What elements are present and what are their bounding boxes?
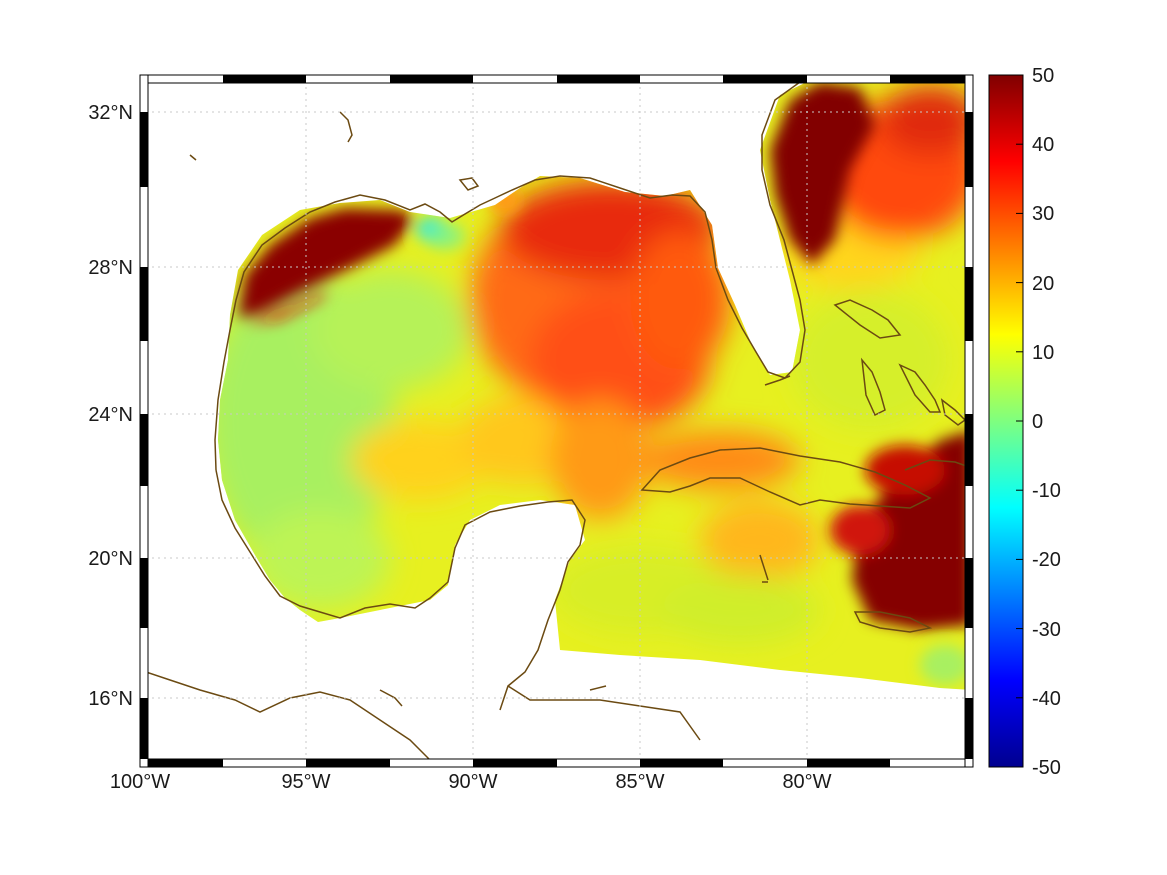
colorbar-tick-labels: 50 40 30 20 10 0 -10 -20 -30 -40 -50 [1032,65,1061,779]
longitude-tick-labels: 100°W 95°W 90°W 85°W 80°W [110,771,832,793]
colorbar-tick-label: 20 [1032,273,1054,295]
lon-tick-label: 100°W [110,771,170,793]
colorbar-tick-label: 30 [1032,203,1054,225]
lon-tick-label: 90°W [448,771,497,793]
lon-tick-label: 80°W [782,771,831,793]
lat-tick-label: 20°N [88,548,133,570]
colorbar-tick-label: -20 [1032,549,1061,571]
coastlines [140,75,973,761]
lon-tick-label: 95°W [281,771,330,793]
colorbar-tick-label: 50 [1032,65,1054,87]
colorbar-tick-label: 10 [1032,342,1054,364]
colorbar-tick-label: -30 [1032,619,1061,641]
lat-tick-label: 32°N [88,102,133,124]
latitude-tick-labels: 32°N 28°N 24°N 20°N 16°N [88,102,133,710]
colorbar-tick-label: -40 [1032,688,1061,710]
map-frame [139,74,974,768]
lat-tick-label: 28°N [88,257,133,279]
colorbar-ticks [1016,143,1023,699]
colorbar: 50 40 30 20 10 0 -10 -20 -30 -40 -50 [988,65,1061,779]
lat-tick-label: 16°N [88,688,133,710]
colorbar-tick-label: -50 [1032,757,1061,779]
lat-tick-label: 24°N [88,404,133,426]
colorbar-tick-label: -10 [1032,480,1061,502]
colorbar-tick-label: 40 [1032,134,1054,156]
graticule-grid [140,75,973,767]
colorbar-tick-label: 0 [1032,411,1043,433]
sea-level-anomaly-field [218,78,972,690]
lon-tick-label: 85°W [615,771,664,793]
